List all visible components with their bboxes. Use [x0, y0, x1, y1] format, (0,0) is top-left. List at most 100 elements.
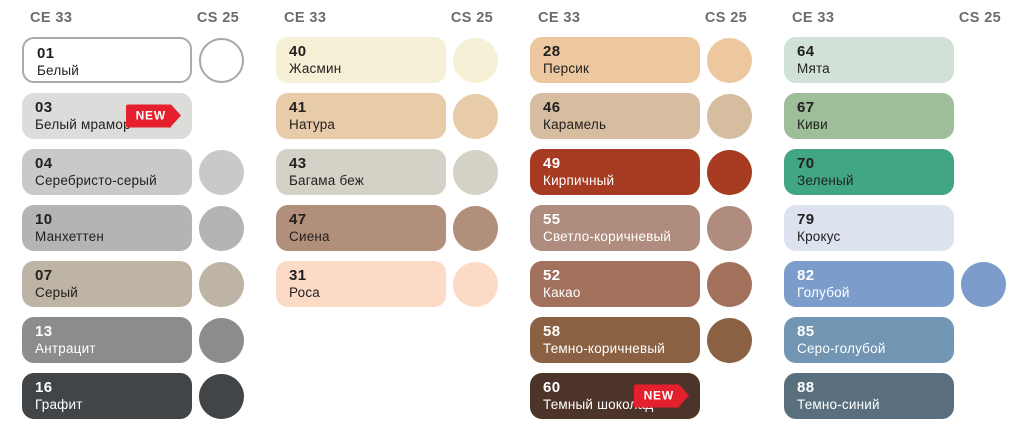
swatch-code: 79 [797, 211, 815, 228]
cs25-availability-circle [199, 205, 244, 251]
column-3: CE 33 CS 25 28 Персик 46 Карамель 49 Кир… [530, 8, 752, 429]
swatch-rows: 40 Жасмин 41 Натура 43 Багама беж 47 Сие… [276, 37, 498, 307]
cs25-availability-circle [453, 149, 498, 195]
swatch-code: 64 [797, 43, 815, 60]
cs25-header-label: CS 25 [958, 10, 1002, 26]
column-1: CE 33 CS 25 01 Белый 03 Белый мрамор NEW… [22, 8, 244, 429]
swatch-row: 52 Какао [530, 261, 752, 307]
swatch-row: 88 Темно-синий [784, 373, 1006, 419]
swatch-name: Графит [35, 397, 83, 413]
swatch-code: 13 [35, 323, 53, 340]
swatch-code: 85 [797, 323, 815, 340]
swatch-row: 10 Манхеттен [22, 205, 244, 251]
swatch-row: 46 Карамель [530, 93, 752, 139]
swatch-row: 49 Кирпичный [530, 149, 752, 195]
swatch-row: 82 Голубой [784, 261, 1006, 307]
swatch-row: 55 Светло-коричневый [530, 205, 752, 251]
swatch-row: 40 Жасмин [276, 37, 498, 83]
cs25-availability-circle [707, 37, 752, 83]
swatch-name: Серебристо-серый [35, 173, 157, 189]
cs25-availability-circle [199, 317, 244, 363]
ce33-header-label: CE 33 [284, 10, 327, 26]
swatch-code: 52 [543, 267, 561, 284]
color-swatch: 82 Голубой [784, 261, 954, 307]
swatch-code: 67 [797, 99, 815, 116]
swatch-name: Темно-синий [797, 397, 880, 413]
swatch-row: 64 Мята [784, 37, 1006, 83]
color-swatch: 43 Багама беж [276, 149, 446, 195]
swatch-code: 70 [797, 155, 815, 172]
swatch-code: 58 [543, 323, 561, 340]
swatch-name: Темный шоколад [543, 397, 654, 413]
swatch-code: 28 [543, 43, 561, 60]
swatch-name: Багама беж [289, 173, 365, 189]
swatch-name: Светло-коричневый [543, 229, 672, 245]
cs25-availability-circle [453, 37, 498, 83]
swatch-name: Темно-коричневый [543, 341, 665, 357]
swatch-row: 07 Серый [22, 261, 244, 307]
swatch-name: Зеленый [797, 173, 854, 189]
swatch-code: 04 [35, 155, 53, 172]
new-badge: NEW [633, 384, 690, 408]
swatch-code: 16 [35, 379, 53, 396]
swatch-name: Антрацит [35, 341, 96, 357]
color-swatch: 04 Серебристо-серый [22, 149, 192, 195]
swatch-name: Кирпичный [543, 173, 615, 189]
color-swatch: 47 Сиена [276, 205, 446, 251]
swatch-name: Натура [289, 117, 336, 133]
ce33-header-label: CE 33 [30, 10, 73, 26]
swatch-code: 31 [289, 267, 307, 284]
swatch-code: 55 [543, 211, 561, 228]
new-badge: NEW [125, 104, 182, 128]
color-swatch: 85 Серо-голубой [784, 317, 954, 363]
swatch-row: 60 Темный шоколад NEW [530, 373, 752, 419]
color-swatch: 13 Антрацит [22, 317, 192, 363]
swatch-code: 46 [543, 99, 561, 116]
color-swatch: 40 Жасмин [276, 37, 446, 83]
swatch-name: Серый [35, 285, 79, 301]
swatch-code: 03 [35, 99, 53, 116]
color-swatch: 49 Кирпичный [530, 149, 700, 195]
swatch-row: 16 Графит [22, 373, 244, 419]
column-4: CE 33 CS 25 64 Мята 67 Киви 70 Зеленый 7… [784, 8, 1006, 429]
cs25-availability-circle [707, 149, 752, 195]
color-swatch: 60 Темный шоколад NEW [530, 373, 700, 419]
swatch-name: Какао [543, 285, 581, 301]
swatch-row: 04 Серебристо-серый [22, 149, 244, 195]
color-palette-board: CE 33 CS 25 01 Белый 03 Белый мрамор NEW… [22, 8, 1006, 429]
color-swatch: 55 Светло-коричневый [530, 205, 700, 251]
swatch-code: 41 [289, 99, 307, 116]
color-swatch: 07 Серый [22, 261, 192, 307]
color-swatch: 31 Роса [276, 261, 446, 307]
new-badge-label: NEW [643, 388, 674, 403]
swatch-code: 43 [289, 155, 307, 172]
color-swatch: 70 Зеленый [784, 149, 954, 195]
cs25-header-label: CS 25 [450, 10, 494, 26]
color-swatch: 10 Манхеттен [22, 205, 192, 251]
swatch-rows: 28 Персик 46 Карамель 49 Кирпичный 55 Св… [530, 37, 752, 419]
color-swatch: 46 Карамель [530, 93, 700, 139]
swatch-name: Манхеттен [35, 229, 104, 245]
swatch-row: 67 Киви [784, 93, 1006, 139]
swatch-rows: 64 Мята 67 Киви 70 Зеленый 79 Крокус [784, 37, 1006, 419]
cs25-availability-circle [707, 93, 752, 139]
cs25-availability-circle [961, 261, 1006, 307]
column-header: CE 33 CS 25 [784, 8, 1006, 37]
swatch-row: 70 Зеленый [784, 149, 1006, 195]
column-header: CE 33 CS 25 [276, 8, 498, 37]
color-swatch: 28 Персик [530, 37, 700, 83]
swatch-name: Жасмин [289, 61, 342, 77]
swatch-code: 49 [543, 155, 561, 172]
ce33-header-label: CE 33 [538, 10, 581, 26]
swatch-name: Карамель [543, 117, 607, 133]
cs25-header-label: CS 25 [196, 10, 240, 26]
cs25-availability-circle [199, 261, 244, 307]
swatch-name: Роса [289, 285, 320, 301]
swatch-name: Сиена [289, 229, 330, 245]
swatch-code: 10 [35, 211, 53, 228]
swatch-name: Голубой [797, 285, 850, 301]
new-badge-label: NEW [135, 108, 166, 123]
swatch-row: 79 Крокус [784, 205, 1006, 251]
swatch-row: 85 Серо-голубой [784, 317, 1006, 363]
cs25-availability-circle [707, 317, 752, 363]
